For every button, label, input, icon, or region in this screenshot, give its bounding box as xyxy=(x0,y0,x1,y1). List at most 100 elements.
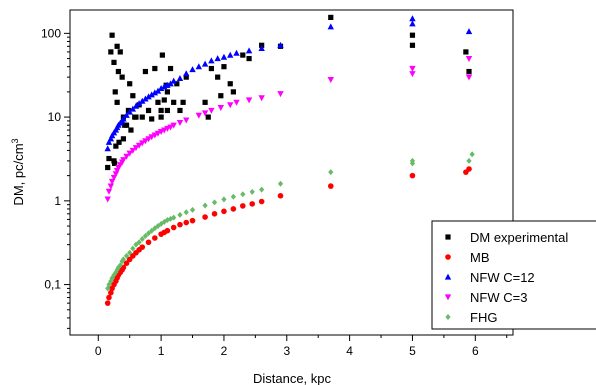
data-point xyxy=(202,214,208,220)
data-point xyxy=(127,249,133,256)
legend: DM experimental MB NFW C=12 NFW C=3 FHG xyxy=(431,220,596,330)
data-point xyxy=(189,66,196,73)
data-point xyxy=(157,85,165,92)
data-point xyxy=(161,83,168,90)
data-point xyxy=(176,119,184,126)
data-point xyxy=(119,74,125,80)
data-point xyxy=(107,183,115,190)
data-point xyxy=(208,65,214,72)
data-point xyxy=(277,41,284,48)
series-3 xyxy=(104,55,473,203)
data-point xyxy=(233,99,240,106)
data-point xyxy=(135,100,143,107)
data-point xyxy=(230,89,236,95)
data-point xyxy=(139,244,146,250)
data-point xyxy=(230,193,236,200)
x-axis: 0 1 2 3 4 5 6 xyxy=(95,335,508,358)
data-point xyxy=(205,114,211,120)
data-point xyxy=(259,186,265,193)
data-point xyxy=(127,81,133,87)
y-axis: 0,1 1 10 100 xyxy=(41,26,70,329)
data-point xyxy=(240,191,246,198)
data-point xyxy=(183,74,189,80)
data-point xyxy=(149,227,155,234)
x-tick-label: 1 xyxy=(158,344,165,358)
data-point xyxy=(221,196,227,203)
data-point xyxy=(132,102,140,109)
data-point xyxy=(106,155,112,162)
x-tick-label: 6 xyxy=(472,344,479,358)
data-point xyxy=(249,188,255,195)
data-point xyxy=(409,15,416,22)
data-point xyxy=(123,252,130,259)
data-point xyxy=(129,147,137,154)
y-axis-title: DM, pc/cm3 xyxy=(10,138,26,205)
data-point xyxy=(155,99,161,105)
data-point xyxy=(126,150,133,157)
data-point xyxy=(148,134,155,141)
data-point xyxy=(466,157,472,164)
data-point xyxy=(120,256,127,263)
data-point xyxy=(145,107,152,114)
data-point xyxy=(258,198,265,205)
data-point xyxy=(409,65,416,72)
data-point xyxy=(154,130,162,137)
data-point xyxy=(112,160,118,166)
data-point xyxy=(139,97,146,104)
data-point xyxy=(215,74,221,80)
data-point xyxy=(328,14,334,21)
data-point xyxy=(183,117,190,124)
data-point xyxy=(123,153,130,160)
data-point xyxy=(177,107,183,114)
data-point xyxy=(409,157,416,164)
data-point xyxy=(158,107,164,114)
x-tick-label: 5 xyxy=(409,344,416,358)
data-point xyxy=(167,124,174,131)
data-point xyxy=(120,157,127,164)
data-point xyxy=(128,127,134,133)
data-point xyxy=(189,217,196,224)
data-point xyxy=(189,206,196,213)
data-point xyxy=(176,74,184,81)
legend-label: DM experimental xyxy=(470,230,568,245)
y-axis-title-text: DM, pc/cm xyxy=(11,143,26,205)
plot-area xyxy=(69,9,514,336)
data-point xyxy=(463,49,469,55)
data-point xyxy=(109,274,115,281)
data-point xyxy=(170,122,177,129)
data-point xyxy=(409,42,416,48)
plot-frame xyxy=(69,9,514,336)
y-tick-label: 0,1 xyxy=(44,278,61,292)
data-point xyxy=(245,47,253,54)
data-point xyxy=(277,192,284,199)
series-2 xyxy=(104,15,473,152)
data-point xyxy=(139,236,145,243)
x-tick-label: 4 xyxy=(346,344,353,358)
data-point xyxy=(409,172,416,179)
data-point xyxy=(245,97,253,104)
data-point xyxy=(465,74,473,81)
series-0 xyxy=(105,14,472,171)
data-point xyxy=(170,77,177,84)
data-point xyxy=(195,112,203,119)
data-point xyxy=(120,136,127,142)
data-point xyxy=(129,105,137,112)
data-point xyxy=(327,77,334,84)
data-point xyxy=(151,132,159,139)
data-point xyxy=(159,52,165,58)
legend-label: NFW C=12 xyxy=(470,270,535,285)
data-point xyxy=(105,138,113,145)
data-point xyxy=(227,51,234,58)
data-point xyxy=(221,64,227,70)
data-point xyxy=(171,214,177,221)
legend-box xyxy=(431,220,596,330)
data-point xyxy=(240,52,246,58)
data-point xyxy=(108,178,116,185)
data-point xyxy=(171,99,177,105)
x-axis-title: Distance, kpc xyxy=(253,371,332,385)
data-point xyxy=(149,116,155,122)
data-point xyxy=(214,55,221,62)
data-point xyxy=(106,294,112,301)
data-point xyxy=(116,139,122,145)
